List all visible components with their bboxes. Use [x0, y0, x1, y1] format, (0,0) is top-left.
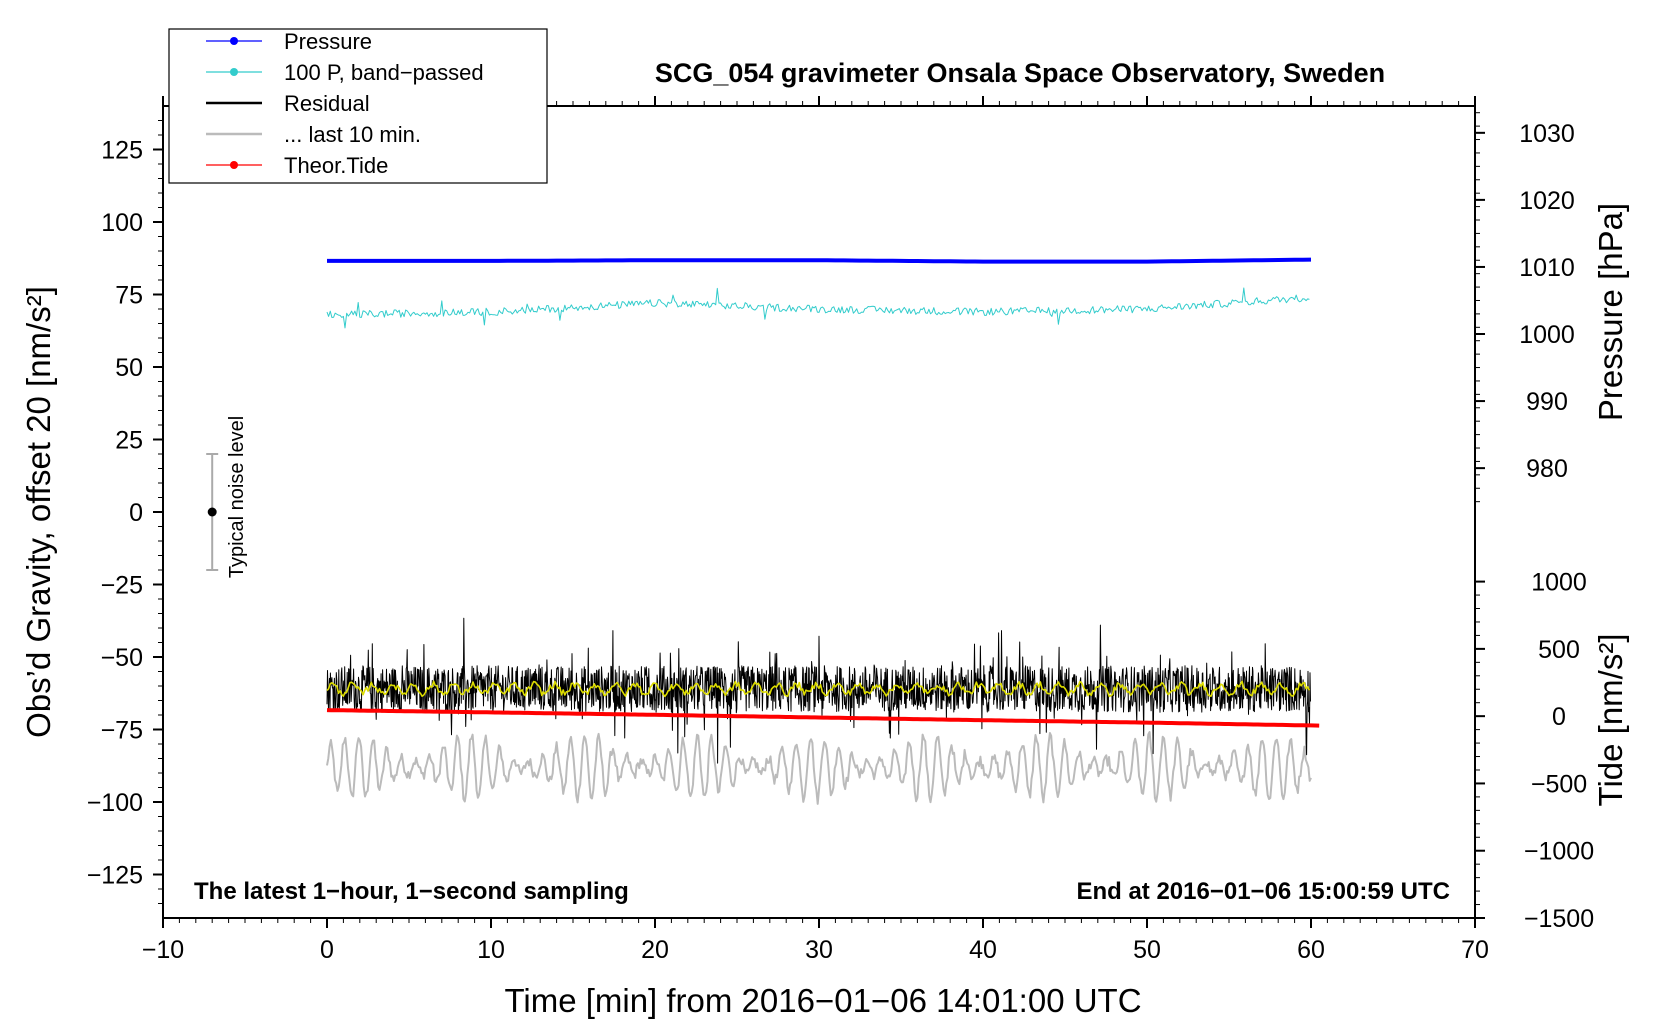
x-tick-label: 60 — [1297, 936, 1325, 964]
noise-level-indicator: Typical noise level — [206, 416, 248, 578]
series-pressure — [327, 257, 1312, 264]
y-left-tick-label: 25 — [115, 427, 143, 455]
legend: Pressure 100 P, band−passed Residual ... la… — [168, 28, 548, 184]
legend-marker — [230, 68, 238, 76]
y-tide-tick-label: 0 — [1552, 703, 1566, 731]
series-residual-smoothed — [326, 680, 1311, 698]
y-axis-pressure: 1030 1020 1010 1000 990 980 — [1475, 112, 1575, 503]
x-tick-label: 30 — [805, 936, 833, 964]
x-tick-label: 20 — [641, 936, 669, 964]
x-tick-label: 10 — [477, 936, 505, 964]
noise-level-label: Typical noise level — [226, 416, 248, 578]
series-last-10-min — [326, 731, 1312, 805]
y-pressure-tick-label: 1020 — [1519, 187, 1575, 215]
series-layer — [326, 257, 1320, 805]
noise-center-dot — [207, 507, 217, 517]
y-tide-tick-label: −500 — [1531, 770, 1587, 798]
legend-label: Pressure — [284, 29, 372, 54]
y-pressure-tick-label: 1010 — [1519, 254, 1575, 282]
footer-right: End at 2016−01−06 15:00:59 UTC — [1076, 878, 1450, 905]
y-pressure-tick-label: 980 — [1526, 455, 1568, 483]
y-axis-pressure-title: Pressure [hPa] — [1592, 203, 1629, 421]
legend-label: ... last 10 min. — [284, 122, 421, 147]
y-tide-tick-label: −1500 — [1524, 905, 1594, 933]
y-left-tick-label: 100 — [101, 209, 143, 237]
series-100p-band-passed — [326, 287, 1310, 329]
y-left-tick-label: −100 — [87, 789, 143, 817]
y-axis-tide-title: Tide [nm/s²] — [1592, 634, 1629, 807]
y-left-tick-label: −125 — [87, 862, 143, 890]
y-left-tick-label: 125 — [101, 137, 143, 165]
legend-marker — [230, 37, 238, 45]
legend-label: Residual — [284, 91, 370, 116]
x-tick-label: −10 — [142, 936, 184, 964]
x-axis: −10 0 10 20 30 40 50 60 70 — [142, 96, 1489, 964]
footer-left: The latest 1−hour, 1−second sampling — [194, 878, 629, 905]
y-axis-left: 125 100 75 50 25 0 −25 −50 −75 −100 −125 — [87, 120, 163, 904]
x-tick-label: 0 — [320, 936, 334, 964]
y-tide-tick-label: 500 — [1538, 636, 1580, 664]
y-left-tick-label: 0 — [129, 499, 143, 527]
y-pressure-tick-label: 990 — [1526, 388, 1568, 416]
y-pressure-tick-label: 1000 — [1519, 321, 1575, 349]
legend-label: Theor.Tide — [284, 153, 388, 178]
x-tick-label: 40 — [969, 936, 997, 964]
y-left-tick-label: −25 — [101, 572, 143, 600]
y-tide-tick-label: 1000 — [1531, 569, 1587, 597]
legend-label: 100 P, band−passed — [284, 60, 484, 85]
x-tick-label: 50 — [1133, 936, 1161, 964]
x-tick-label: 70 — [1461, 936, 1489, 964]
y-tide-tick-label: −1000 — [1524, 838, 1594, 866]
legend-box — [168, 28, 548, 184]
x-axis-title: Time [min] from 2016−01−06 14:01:00 UTC — [504, 982, 1141, 1019]
y-axis-tide: 1000 500 0 −500 −1000 −1500 — [1475, 569, 1594, 933]
chart-title: SCG_054 gravimeter Onsala Space Observat… — [655, 58, 1385, 88]
y-pressure-tick-label: 1030 — [1519, 120, 1575, 148]
y-left-tick-label: −50 — [101, 644, 143, 672]
y-left-tick-label: −75 — [101, 717, 143, 745]
y-left-tick-label: 75 — [115, 282, 143, 310]
legend-marker — [230, 161, 238, 169]
y-axis-left-title: Obs’d Gravity, offset 20 [nm/s²] — [20, 286, 57, 738]
series-residual — [326, 617, 1311, 764]
y-left-tick-label: 50 — [115, 354, 143, 382]
series-theor-tide — [326, 708, 1320, 728]
